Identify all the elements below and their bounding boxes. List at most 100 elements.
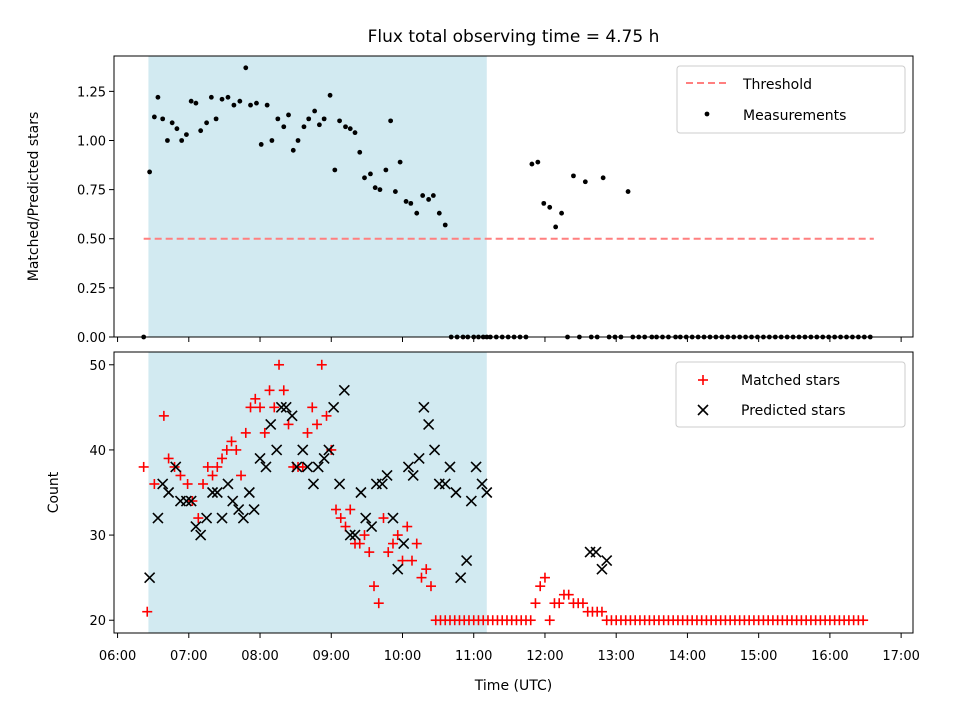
matched-star-point	[383, 547, 394, 558]
predicted-star-point-b	[254, 452, 266, 465]
top-y-tick-label: 0.50	[77, 233, 106, 248]
predicted-star-point-b	[185, 495, 197, 507]
predicted-star-point-b	[601, 555, 613, 567]
predicted-star-point-b	[312, 461, 324, 473]
predicted-star-point	[297, 444, 309, 456]
x-tick-label: 08:00	[241, 649, 278, 664]
matched-star-point	[207, 470, 218, 481]
matched-star-point	[345, 504, 356, 515]
bottom-legend-box	[675, 361, 906, 428]
predicted-star-point-b	[180, 495, 192, 507]
predicted-star-point	[312, 461, 324, 473]
predicted-star-point-b	[398, 538, 410, 550]
predicted-star-point-b	[344, 529, 356, 541]
matched-star-point	[373, 598, 384, 609]
x-tick-label: 12:00	[526, 649, 563, 664]
bottom-legend-matched-swatch	[698, 375, 708, 385]
predicted-star-point	[227, 495, 239, 507]
measurement-point	[372, 185, 378, 191]
measurement-point	[225, 94, 231, 100]
predicted-star-point	[366, 520, 378, 533]
legend-x-marker	[697, 404, 709, 416]
predicted-star-point-b	[280, 401, 292, 413]
measurement-point	[254, 100, 259, 106]
predicted-star-point	[349, 529, 361, 541]
matched-star-point	[335, 513, 346, 524]
predicted-star-point-b	[152, 512, 164, 524]
predicted-star-point-b	[275, 401, 287, 413]
predicted-star-point-b	[195, 529, 207, 541]
measurement-point	[541, 200, 547, 206]
measurement-point	[269, 138, 275, 143]
top-axes-frame	[113, 55, 914, 338]
matched-star-point	[297, 461, 308, 472]
matched-star-point	[535, 581, 546, 592]
measurement-point	[316, 122, 322, 128]
measurement-point	[343, 124, 348, 130]
predicted-star-point-b	[381, 469, 393, 482]
predicted-star-point	[360, 512, 372, 524]
predicted-star-point	[271, 444, 283, 456]
predicted-star-point-b	[323, 444, 335, 456]
matched-star-point	[226, 436, 237, 447]
top-y-tick-label: 0.25	[77, 282, 106, 297]
predicted-star-point	[233, 503, 245, 516]
predicted-star-point	[481, 486, 493, 499]
predicted-star-point	[407, 469, 419, 482]
predicted-star-point	[248, 503, 260, 516]
predicted-star-point-b	[423, 418, 435, 430]
matched-star-point	[221, 444, 232, 455]
matched-star-point	[421, 564, 432, 575]
matched-star-point	[212, 461, 223, 472]
x-tick-label: 11:00	[455, 649, 492, 664]
predicted-star-point-b	[328, 401, 340, 413]
predicted-star-point-b	[216, 512, 228, 524]
predicted-star-point	[601, 555, 613, 567]
matched-star-point	[596, 606, 607, 617]
predicted-star-point-b	[170, 461, 182, 473]
bottom-y-ticks: 20 30 40 50	[89, 359, 114, 629]
measurement-point	[151, 114, 157, 120]
predicted-star-point-b	[260, 461, 272, 473]
predicted-star-point	[323, 444, 335, 456]
matched-star-point	[240, 427, 251, 438]
matched-star-point	[554, 598, 565, 609]
matched-star-point	[416, 572, 427, 583]
bottom-y-tick-label: 50	[89, 359, 106, 374]
predicted-star-point	[439, 478, 451, 490]
measurement-point	[625, 189, 631, 194]
matched-star-point	[149, 478, 160, 489]
bottom-legend-predicted-swatch	[697, 404, 709, 416]
measurement-point	[408, 200, 414, 206]
predicted-star-point-b	[248, 503, 260, 516]
matched-star-point	[202, 461, 213, 472]
predicted-star-point-b	[450, 486, 462, 499]
predicted-star-point-b	[201, 512, 213, 524]
predicted-star-point	[190, 520, 202, 533]
predicted-star-point	[211, 486, 223, 499]
predicted-star-point-b	[318, 452, 330, 465]
measurement-point	[160, 116, 166, 122]
predicted-star-point	[423, 418, 435, 430]
matched-star-point	[331, 504, 342, 515]
predicted-star-point	[275, 401, 287, 413]
predicted-star-point	[280, 401, 292, 413]
x-tick-label: 16:00	[811, 649, 848, 664]
x-tick-label: 09:00	[313, 649, 350, 664]
measurement-point	[388, 118, 394, 124]
measurement-point	[184, 132, 189, 138]
predicted-star-point-b	[307, 478, 320, 490]
measurement-point	[193, 100, 199, 106]
top-y-axis-label: Matched/Predicted stars	[26, 112, 42, 282]
matched-star-point	[250, 393, 261, 404]
predicted-star-point	[222, 478, 234, 490]
measurement-point	[377, 187, 383, 193]
measurement-point	[264, 102, 270, 108]
predicted-star-point	[381, 469, 393, 482]
matched-star-point	[278, 385, 289, 396]
predicted-star-point-b	[387, 512, 399, 524]
predicted-star-point-b	[476, 478, 488, 490]
matched-star-point	[392, 530, 403, 541]
predicted-star-point-b	[190, 520, 202, 533]
predicted-star-point	[398, 538, 410, 550]
